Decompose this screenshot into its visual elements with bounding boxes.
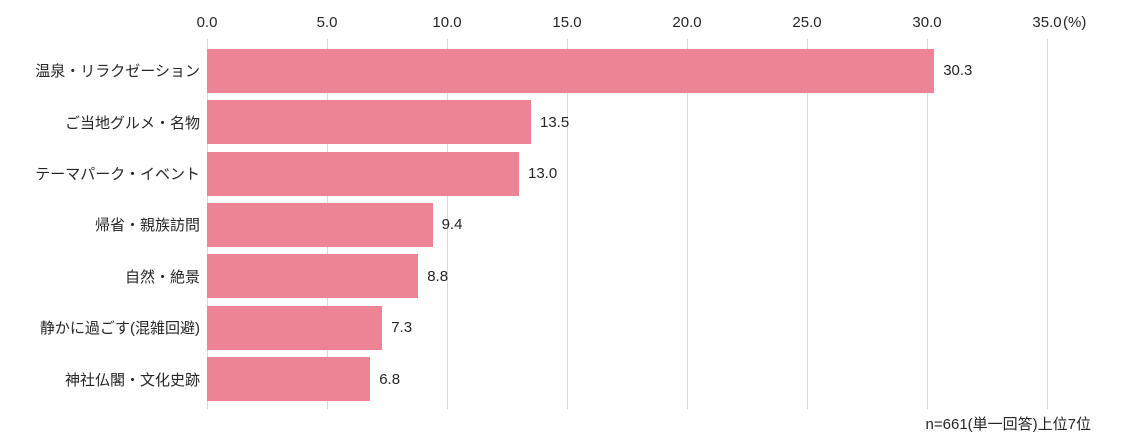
x-axis-unit-label: (%)	[1063, 14, 1087, 31]
x-tick-label: 20.0	[672, 14, 702, 31]
x-tick-label: 0.0	[196, 14, 218, 31]
bar-value-label: 8.8	[427, 267, 449, 285]
bar	[207, 48, 935, 93]
category-label: 温泉・リラクゼーション	[35, 63, 200, 81]
gridline	[567, 39, 568, 409]
bar-value-label: 13.0	[528, 165, 558, 183]
category-label: 神社仏閣・文化史跡	[64, 371, 200, 389]
bar	[207, 151, 519, 196]
x-axis: 0.0 5.0 10.0 15.0 20.0 25.0 30.0 35.0	[197, 14, 1062, 36]
bar-value-label: 9.4	[441, 216, 463, 234]
bar	[207, 254, 419, 299]
category-label: 帰省・親族訪問	[94, 217, 200, 235]
bar-rows: 30.3 13.5 13.0 9.4 8.8 7.3 6.8	[207, 45, 1047, 405]
bar-row: 9.4	[207, 199, 1047, 250]
category-label: テーマパーク・イベント	[35, 166, 200, 184]
sample-size-note: n=661(単一回答)上位7位	[925, 416, 1091, 433]
bar	[207, 357, 371, 402]
bar-row: 6.8	[207, 354, 1047, 405]
bar-value-label: 30.3	[943, 62, 973, 80]
bar	[207, 100, 531, 145]
gridline	[447, 39, 448, 409]
bar-row: 7.3	[207, 302, 1047, 353]
gridline	[687, 39, 688, 409]
category-label: 自然・絶景	[124, 268, 200, 286]
bar-value-label: 13.5	[540, 113, 570, 131]
bar-row: 13.5	[207, 96, 1047, 147]
bar-row: 8.8	[207, 251, 1047, 302]
x-tick-label: 15.0	[552, 14, 582, 31]
gridline	[807, 39, 808, 409]
bar-value-label: 7.3	[391, 319, 413, 337]
gridline	[927, 39, 928, 409]
category-label: ご当地グルメ・名物	[64, 114, 200, 132]
category-label: 静かに過ごす(混雑回避)	[39, 320, 200, 338]
x-tick-label: 5.0	[316, 14, 338, 31]
x-tick-label: 35.0	[1032, 14, 1062, 31]
bar-value-label: 6.8	[379, 370, 401, 388]
bar-row: 13.0	[207, 148, 1047, 199]
bar	[207, 202, 433, 247]
x-tick-label: 25.0	[792, 14, 822, 31]
gridline	[1047, 39, 1048, 409]
plot-area: 30.3 13.5 13.0 9.4 8.8 7.3 6.8	[207, 39, 1048, 409]
bar-row: 30.3	[207, 45, 1047, 96]
bar	[207, 305, 383, 350]
category-axis: 温泉・リラクゼーションご当地グルメ・名物テーマパーク・イベント帰省・親族訪問自然…	[0, 45, 200, 405]
x-tick-label: 10.0	[432, 14, 462, 31]
x-tick-label: 30.0	[912, 14, 942, 31]
